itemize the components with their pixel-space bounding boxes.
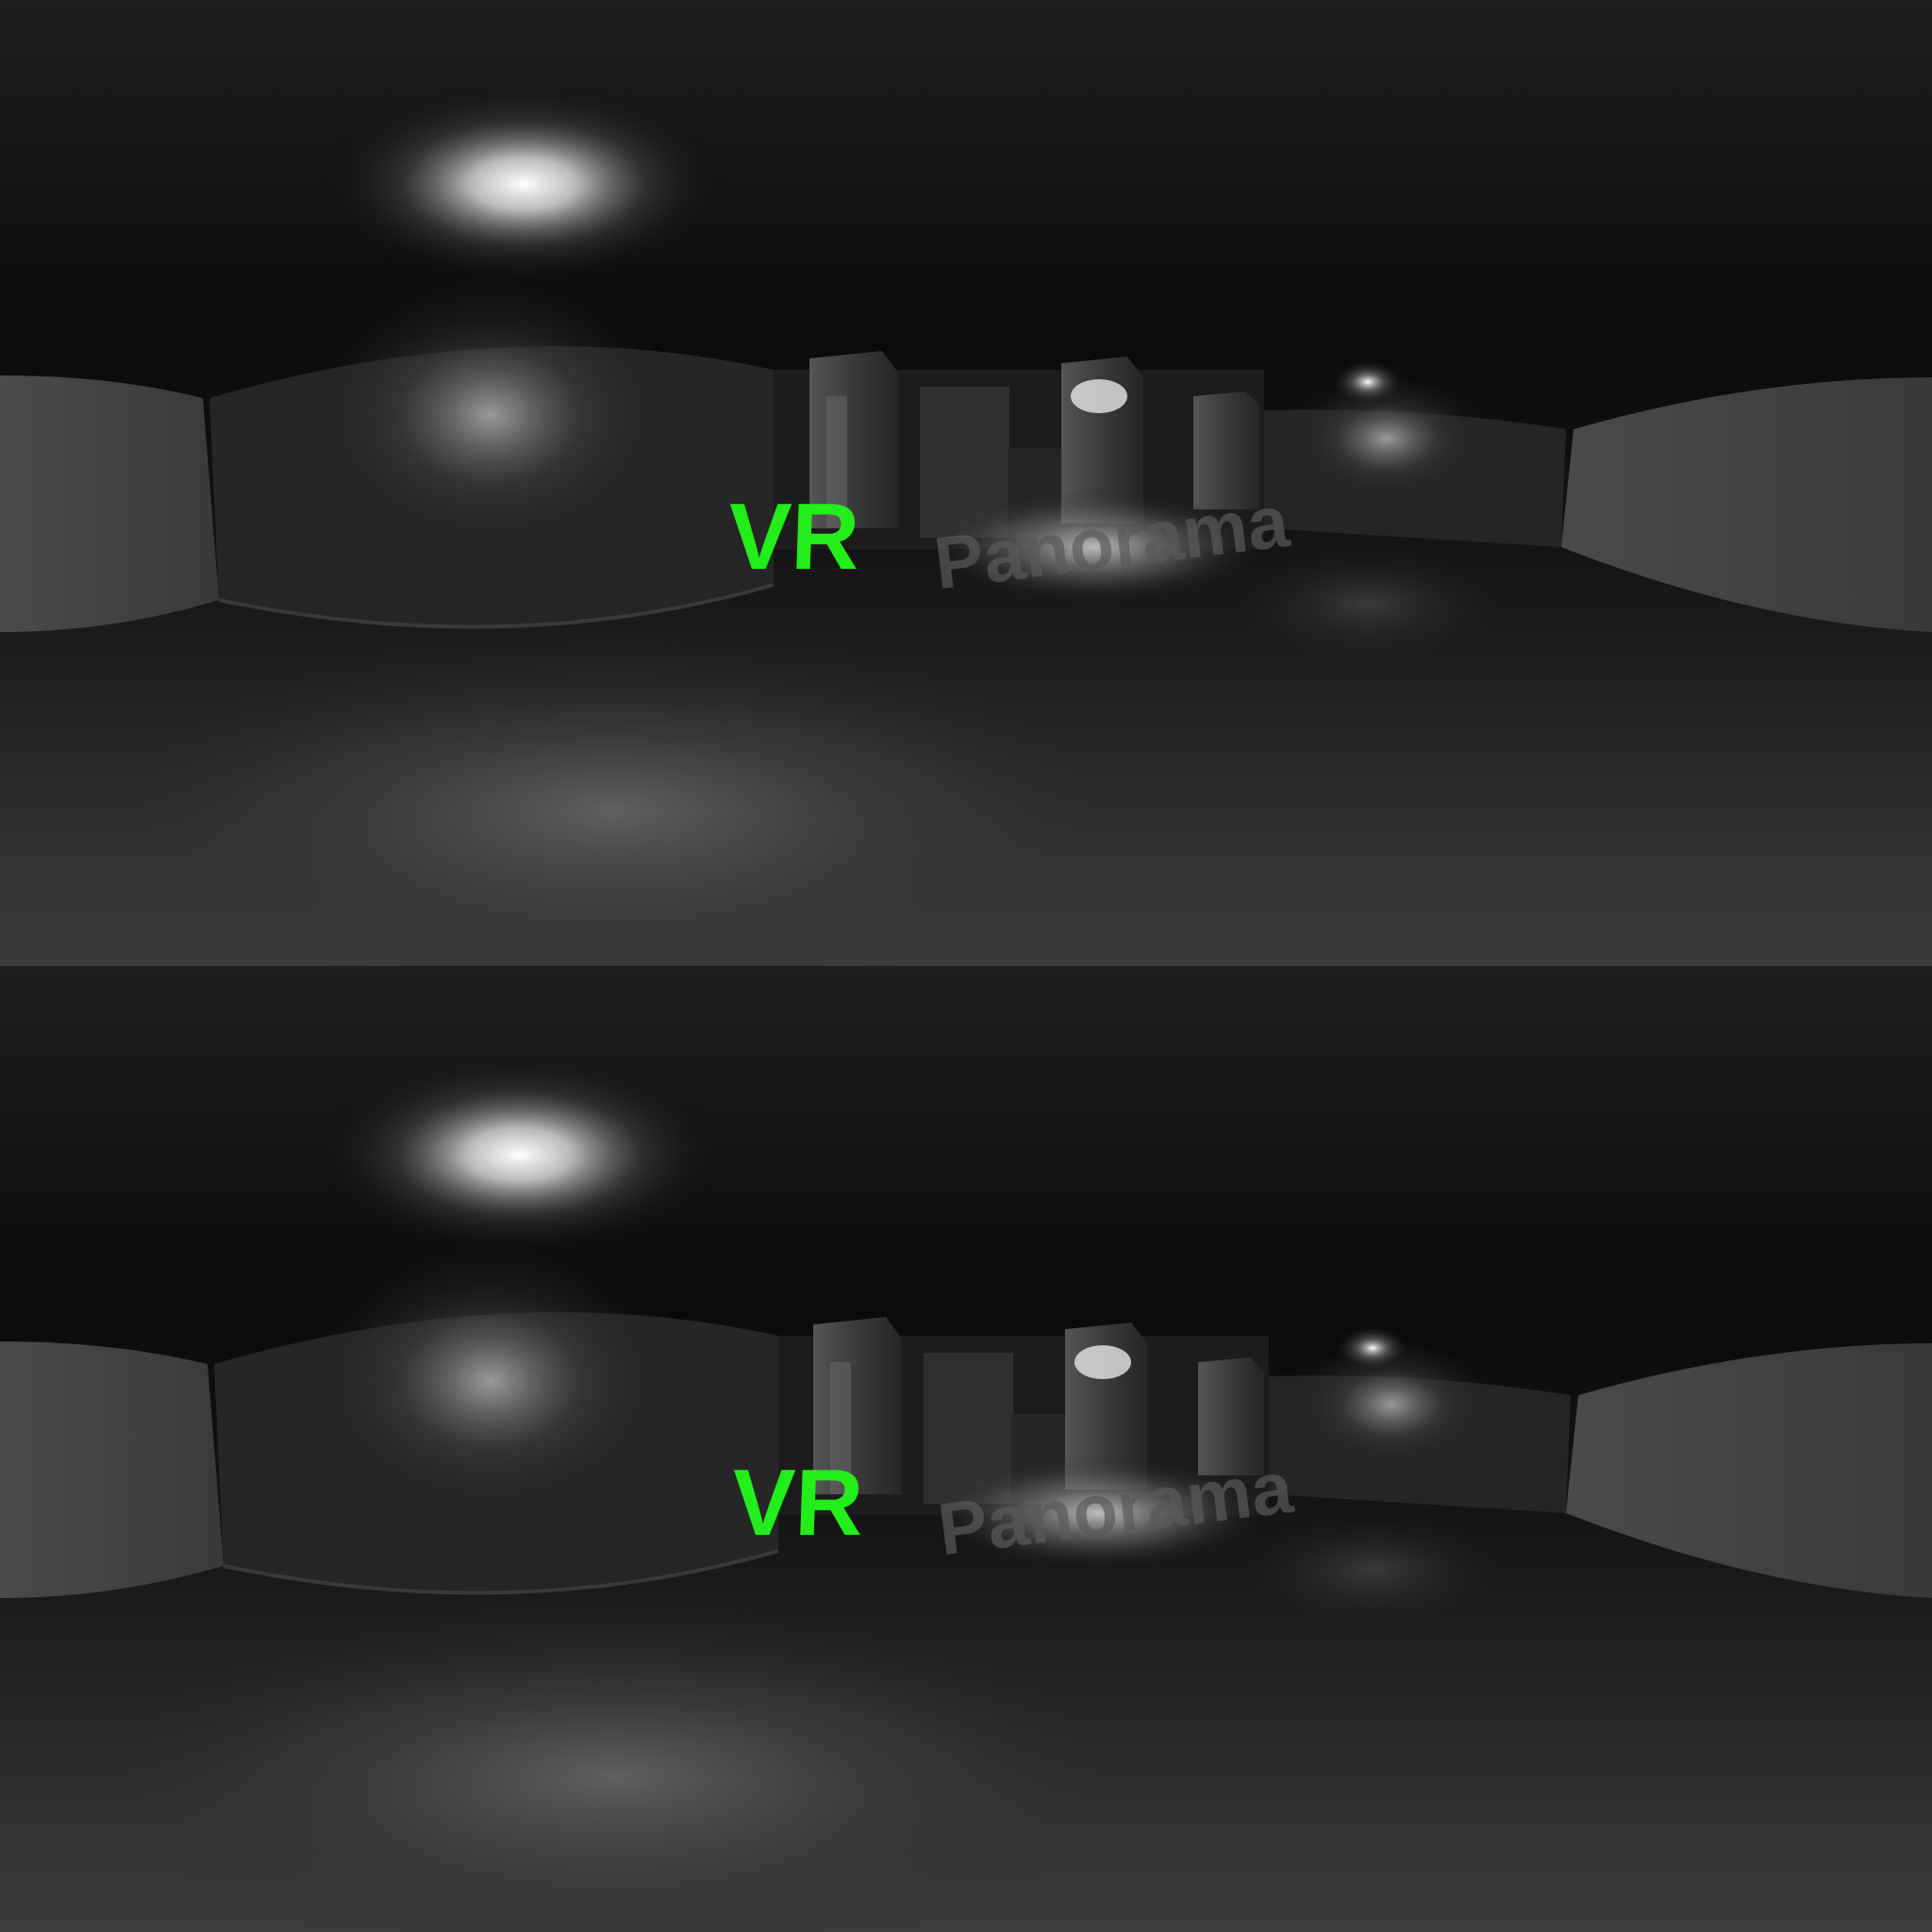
wall-light-glow <box>302 1240 679 1523</box>
vr-logo: VR <box>726 484 861 590</box>
pillar-highlight <box>1074 1345 1131 1379</box>
right-side-wall <box>1566 1343 1932 1598</box>
right-wall-glow <box>1288 1339 1495 1471</box>
pillar-right <box>1198 1357 1264 1475</box>
floor-spotlight <box>924 491 1264 604</box>
floor-spotlight <box>928 1457 1268 1570</box>
left-side-wall <box>0 1341 224 1598</box>
floor-glow <box>85 1598 1141 1932</box>
floor-glow-right <box>1236 547 1500 660</box>
floor-glow-right <box>1241 1513 1505 1626</box>
left-eye-view: VR Panorama <box>0 0 1932 966</box>
small-ceiling-light <box>1335 1324 1410 1372</box>
small-ceiling-light <box>1330 358 1406 406</box>
right-side-wall <box>1561 377 1932 632</box>
right-eye-view: VR Panorama <box>0 966 1932 1932</box>
floor-glow <box>85 632 1141 966</box>
pillar-left-highlight <box>830 1362 851 1494</box>
pillar-right <box>1193 391 1259 509</box>
ceiling-light <box>311 1051 726 1258</box>
wall-floor-edge <box>223 1549 779 1595</box>
left-side-wall <box>0 375 219 632</box>
panorama-scene: VR Panorama <box>0 0 1932 966</box>
wall-floor-edge <box>218 583 774 629</box>
wall-light-glow <box>302 274 679 557</box>
vr-logo: VR <box>730 1450 865 1556</box>
panorama-scene: VR Panorama <box>0 966 1932 1932</box>
pillar-highlight <box>1071 379 1127 413</box>
right-wall-glow <box>1283 373 1491 505</box>
pillar-left-highlight <box>826 396 847 528</box>
ceiling-light <box>316 80 731 288</box>
